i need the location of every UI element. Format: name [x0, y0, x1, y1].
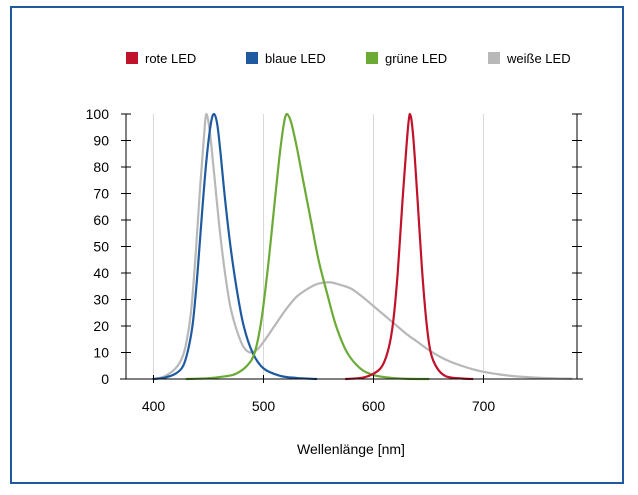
- y-tick-label-50: 50: [93, 239, 109, 255]
- legend-swatch-red-led: [126, 52, 138, 64]
- axes: [120, 113, 583, 383]
- y-tick-label-0: 0: [101, 371, 109, 387]
- legend-label-red-led: rote LED: [145, 51, 196, 66]
- series-layer: [152, 112, 573, 381]
- y-tick-label-20: 20: [93, 318, 109, 334]
- y-tick-label-30: 30: [93, 292, 109, 308]
- series-line-red-led: [344, 112, 474, 381]
- legend-swatch-blue-led: [246, 52, 258, 64]
- y-tick-label-10: 10: [93, 345, 109, 361]
- x-axis-title: Wellenlänge [nm]: [297, 441, 405, 457]
- grid-lines: [153, 114, 484, 379]
- y-tick-label-40: 40: [93, 265, 109, 281]
- x-tick-label-700: 700: [472, 398, 496, 414]
- y-tick-label-100: 100: [86, 106, 110, 122]
- series-line-blue-led: [152, 112, 318, 381]
- legend-swatch-green-led: [366, 52, 378, 64]
- legend: rote LED blaue LED grüne LED weiße LED: [126, 51, 571, 66]
- x-tick-labels: 400 500 600 700: [142, 398, 496, 414]
- chart-frame: [10, 6, 624, 484]
- legend-label-green-led: grüne LED: [385, 51, 447, 66]
- x-tick-label-600: 600: [362, 398, 386, 414]
- y-tick-labels: 0 10 20 30 40 50 60 70 80 90 100: [86, 106, 110, 387]
- series-line-white-led: [152, 112, 573, 381]
- y-tick-label-70: 70: [93, 186, 109, 202]
- legend-label-blue-led: blaue LED: [265, 51, 326, 66]
- y-tick-label-80: 80: [93, 159, 109, 175]
- y-tick-label-90: 90: [93, 133, 109, 149]
- series-line-green-led: [185, 112, 430, 381]
- x-tick-label-500: 500: [252, 398, 276, 414]
- y-tick-label-60: 60: [93, 212, 109, 228]
- legend-swatch-white-led: [488, 52, 500, 64]
- legend-label-white-led: weiße LED: [506, 51, 571, 66]
- x-tick-label-400: 400: [142, 398, 166, 414]
